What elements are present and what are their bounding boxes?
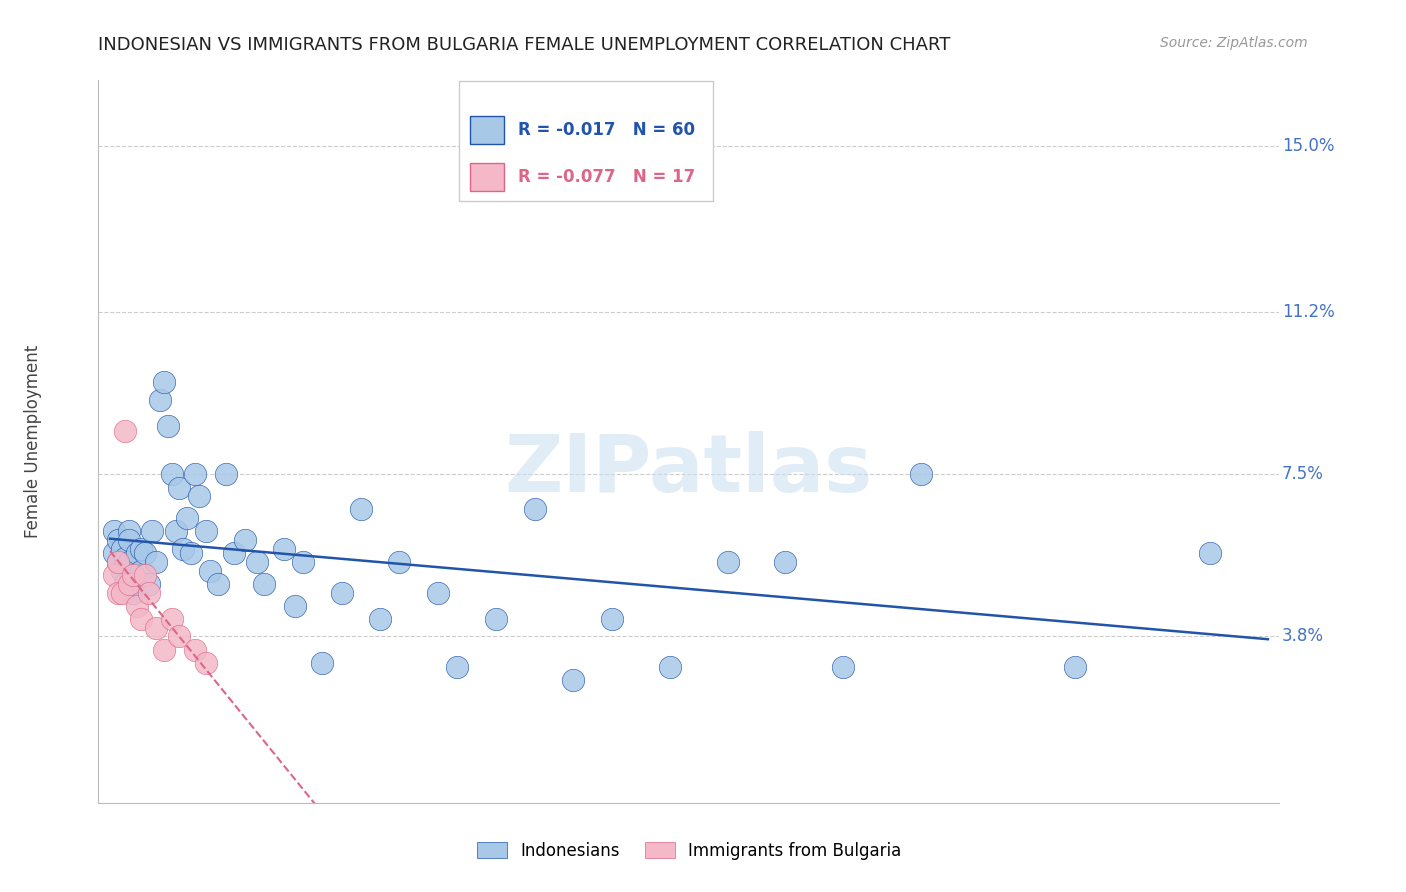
Text: ZIPatlas: ZIPatlas	[505, 432, 873, 509]
Point	[118, 577, 141, 591]
Point	[122, 568, 145, 582]
Point	[176, 511, 198, 525]
Point	[129, 612, 152, 626]
Point	[200, 564, 222, 578]
Point	[172, 541, 194, 556]
Point	[716, 555, 738, 569]
Point	[485, 612, 508, 626]
Point	[350, 502, 373, 516]
Point	[110, 541, 132, 556]
Point	[195, 524, 218, 539]
Text: R = -0.077   N = 17: R = -0.077 N = 17	[517, 169, 695, 186]
Point	[523, 502, 546, 516]
FancyBboxPatch shape	[471, 117, 503, 144]
Point	[118, 524, 141, 539]
Point	[368, 612, 391, 626]
Point	[118, 555, 141, 569]
Point	[145, 555, 167, 569]
Point	[169, 629, 191, 643]
Point	[138, 577, 160, 591]
Point	[103, 546, 125, 560]
Point	[330, 585, 353, 599]
Point	[122, 585, 145, 599]
Point	[184, 467, 207, 482]
Point	[562, 673, 585, 688]
Point	[107, 533, 129, 547]
Point	[114, 424, 136, 438]
Point	[207, 577, 229, 591]
Text: R = -0.017   N = 60: R = -0.017 N = 60	[517, 121, 695, 139]
Point	[129, 564, 152, 578]
Point	[246, 555, 269, 569]
Point	[118, 533, 141, 547]
Legend: Indonesians, Immigrants from Bulgaria: Indonesians, Immigrants from Bulgaria	[470, 836, 908, 867]
Point	[253, 577, 276, 591]
Point	[600, 612, 623, 626]
Point	[775, 555, 797, 569]
Point	[114, 550, 136, 565]
Point	[1199, 546, 1222, 560]
Text: Female Unemployment: Female Unemployment	[24, 345, 42, 538]
Point	[169, 481, 191, 495]
Point	[832, 660, 855, 674]
Point	[103, 568, 125, 582]
Text: 15.0%: 15.0%	[1282, 137, 1334, 155]
Point	[134, 546, 156, 560]
Point	[160, 612, 183, 626]
Point	[107, 585, 129, 599]
Point	[125, 599, 148, 613]
Point	[122, 577, 145, 591]
Point	[156, 419, 179, 434]
Point	[180, 546, 202, 560]
Point	[145, 621, 167, 635]
Point	[114, 577, 136, 591]
Point	[215, 467, 238, 482]
Point	[1064, 660, 1087, 674]
Point	[134, 568, 156, 582]
Point	[153, 642, 176, 657]
Point	[284, 599, 307, 613]
Point	[125, 546, 148, 560]
Point	[446, 660, 468, 674]
Point	[658, 660, 681, 674]
Point	[910, 467, 932, 482]
FancyBboxPatch shape	[471, 163, 503, 191]
Point	[110, 585, 132, 599]
Text: 3.8%: 3.8%	[1282, 627, 1324, 646]
Point	[107, 555, 129, 569]
Point	[141, 524, 163, 539]
Text: INDONESIAN VS IMMIGRANTS FROM BULGARIA FEMALE UNEMPLOYMENT CORRELATION CHART: INDONESIAN VS IMMIGRANTS FROM BULGARIA F…	[98, 36, 950, 54]
Point	[273, 541, 295, 556]
Point	[149, 392, 172, 407]
Point	[103, 524, 125, 539]
Point	[110, 564, 132, 578]
Point	[195, 656, 218, 670]
Point	[222, 546, 245, 560]
Point	[153, 376, 176, 390]
Text: Source: ZipAtlas.com: Source: ZipAtlas.com	[1160, 36, 1308, 50]
Point	[107, 555, 129, 569]
FancyBboxPatch shape	[458, 81, 713, 201]
Point	[165, 524, 187, 539]
Point	[233, 533, 256, 547]
Point	[129, 541, 152, 556]
Point	[388, 555, 411, 569]
Point	[311, 656, 333, 670]
Text: 7.5%: 7.5%	[1282, 466, 1323, 483]
Point	[427, 585, 450, 599]
Text: 11.2%: 11.2%	[1282, 303, 1334, 321]
Point	[291, 555, 314, 569]
Point	[160, 467, 183, 482]
Point	[138, 585, 160, 599]
Point	[184, 642, 207, 657]
Point	[187, 489, 209, 503]
